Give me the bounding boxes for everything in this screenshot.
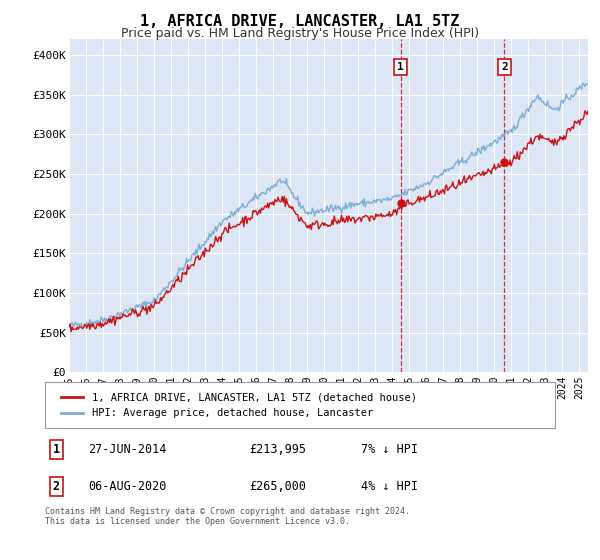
Text: £213,995: £213,995 [249, 443, 306, 456]
Legend: 1, AFRICA DRIVE, LANCASTER, LA1 5TZ (detached house), HPI: Average price, detach: 1, AFRICA DRIVE, LANCASTER, LA1 5TZ (det… [55, 388, 422, 423]
Text: 7% ↓ HPI: 7% ↓ HPI [361, 443, 418, 456]
Text: 1, AFRICA DRIVE, LANCASTER, LA1 5TZ: 1, AFRICA DRIVE, LANCASTER, LA1 5TZ [140, 14, 460, 29]
Text: 4% ↓ HPI: 4% ↓ HPI [361, 480, 418, 493]
Text: 1: 1 [397, 62, 404, 72]
Text: Price paid vs. HM Land Registry's House Price Index (HPI): Price paid vs. HM Land Registry's House … [121, 27, 479, 40]
Text: 2: 2 [53, 480, 60, 493]
Text: 27-JUN-2014: 27-JUN-2014 [88, 443, 167, 456]
Text: £265,000: £265,000 [249, 480, 306, 493]
Text: 06-AUG-2020: 06-AUG-2020 [88, 480, 167, 493]
Text: 1: 1 [53, 443, 60, 456]
Text: Contains HM Land Registry data © Crown copyright and database right 2024.
This d: Contains HM Land Registry data © Crown c… [45, 507, 410, 526]
Text: 2: 2 [501, 62, 508, 72]
